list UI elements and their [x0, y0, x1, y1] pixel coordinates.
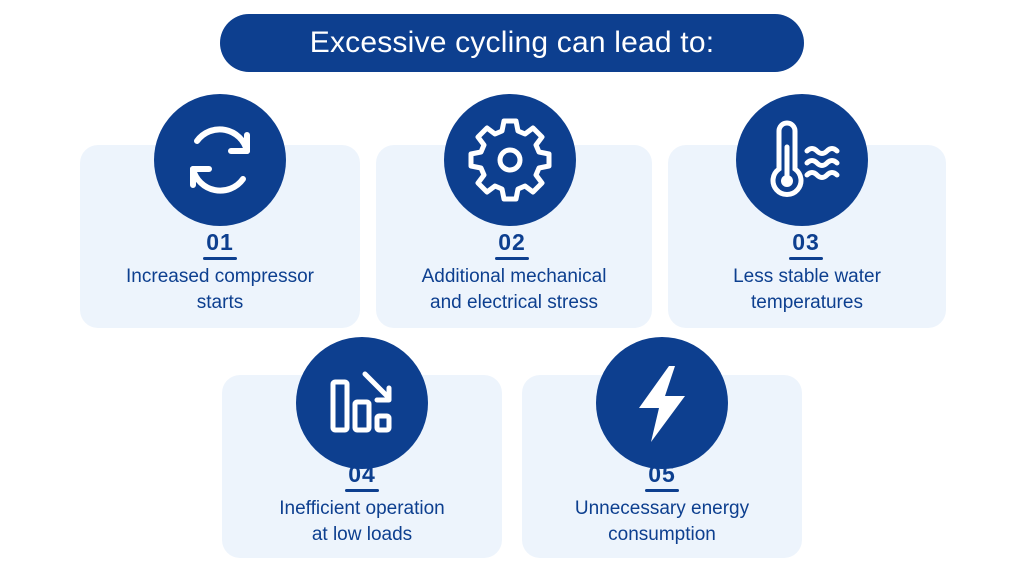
item-number-2: 02 [498, 229, 526, 255]
item-description-2: Additional mechanical and electrical str… [376, 264, 652, 316]
item-description-5: Unnecessary energy consumption [522, 496, 802, 548]
item-description-5-line1: Unnecessary energy [574, 498, 750, 519]
item-description-3-line2: temperatures [751, 292, 863, 313]
lightning-bolt-icon [639, 366, 685, 442]
thermometer-water-icon [770, 120, 840, 197]
number-underline-5 [645, 489, 679, 492]
item-description-1-line1: Increased compressor [126, 266, 314, 287]
declining-bar-chart-icon [330, 371, 392, 433]
number-underline-1 [203, 257, 237, 260]
item-number-1: 01 [206, 229, 234, 255]
item-description-4: Inefficient operation at low loads [222, 496, 502, 548]
number-underline-3 [789, 257, 823, 260]
icon-circle-4 [296, 337, 428, 469]
item-description-3: Less stable water temperatures [668, 264, 946, 316]
item-description-1: Increased compressor starts [80, 264, 360, 316]
title-banner: Excessive cycling can lead to: [220, 14, 804, 72]
refresh-cycle-icon [190, 126, 250, 194]
gear-icon [468, 118, 552, 202]
item-number-3: 03 [792, 229, 820, 255]
item-description-3-line1: Less stable water [733, 266, 881, 287]
page-title: Excessive cycling can lead to: [309, 26, 715, 59]
number-underline-4 [345, 489, 379, 492]
number-underline-2 [495, 257, 529, 260]
item-description-2-line1: Additional mechanical [421, 266, 607, 287]
item-description-5-line2: consumption [608, 524, 716, 545]
icon-circle-3 [736, 94, 868, 226]
item-description-2-line2: and electrical stress [430, 292, 598, 313]
item-number-5: 05 [648, 461, 676, 487]
icon-circle-5 [596, 337, 728, 469]
icon-circle-1 [154, 94, 286, 226]
item-description-4-line1: Inefficient operation [279, 498, 445, 519]
item-description-4-line2: at low loads [311, 524, 413, 545]
icon-circle-2 [444, 94, 576, 226]
item-number-4: 04 [348, 461, 376, 487]
item-description-1-line2: starts [196, 292, 244, 313]
